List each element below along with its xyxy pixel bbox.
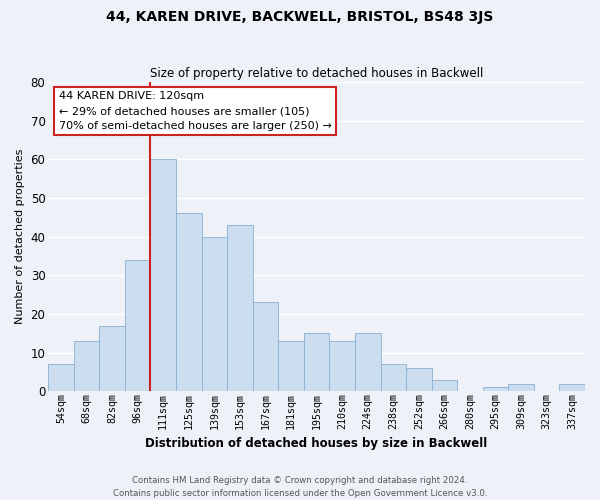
Bar — [202, 236, 227, 392]
Text: 44 KAREN DRIVE: 120sqm
← 29% of detached houses are smaller (105)
70% of semi-de: 44 KAREN DRIVE: 120sqm ← 29% of detached… — [59, 92, 332, 131]
Bar — [380, 364, 406, 392]
Bar — [355, 334, 380, 392]
Bar — [100, 326, 125, 392]
Bar — [125, 260, 151, 392]
Bar — [253, 302, 278, 392]
Y-axis label: Number of detached properties: Number of detached properties — [15, 149, 25, 324]
Bar — [508, 384, 534, 392]
Bar — [483, 388, 508, 392]
Text: Contains HM Land Registry data © Crown copyright and database right 2024.
Contai: Contains HM Land Registry data © Crown c… — [113, 476, 487, 498]
Bar — [406, 368, 431, 392]
Title: Size of property relative to detached houses in Backwell: Size of property relative to detached ho… — [150, 66, 483, 80]
Bar — [74, 341, 100, 392]
Bar — [227, 225, 253, 392]
Bar — [151, 160, 176, 392]
Bar — [176, 214, 202, 392]
Bar — [329, 341, 355, 392]
Bar — [431, 380, 457, 392]
Bar — [48, 364, 74, 392]
X-axis label: Distribution of detached houses by size in Backwell: Distribution of detached houses by size … — [145, 437, 488, 450]
Bar — [278, 341, 304, 392]
Bar — [559, 384, 585, 392]
Text: 44, KAREN DRIVE, BACKWELL, BRISTOL, BS48 3JS: 44, KAREN DRIVE, BACKWELL, BRISTOL, BS48… — [106, 10, 494, 24]
Bar — [304, 334, 329, 392]
